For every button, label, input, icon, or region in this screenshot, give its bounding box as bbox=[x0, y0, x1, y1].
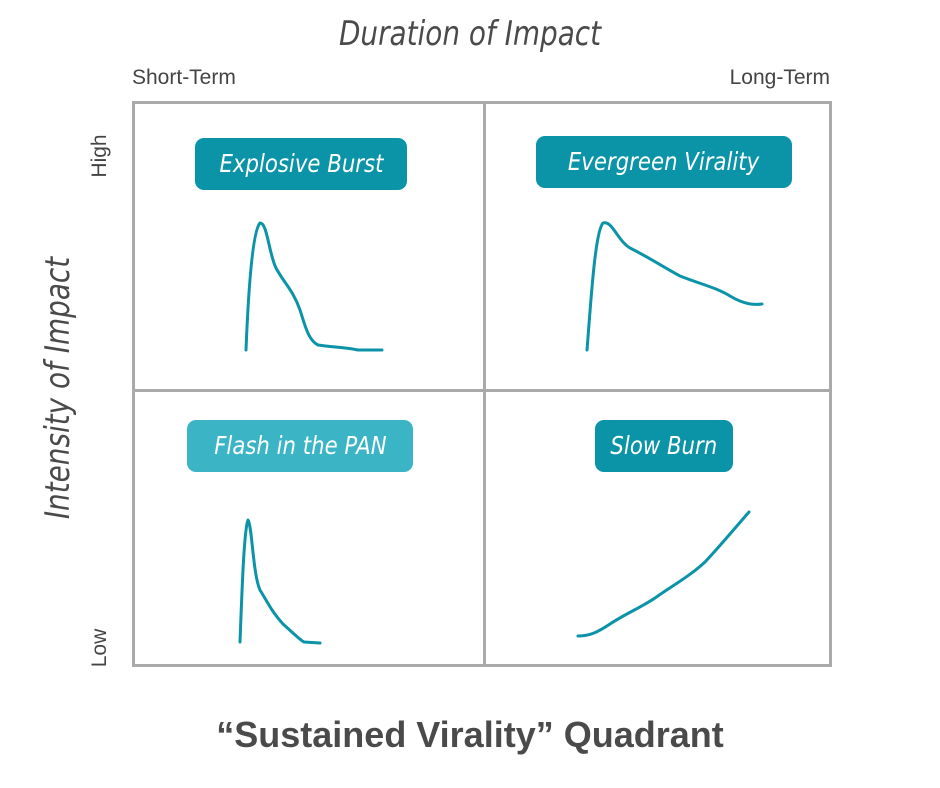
short-term-label: Short-Term bbox=[132, 66, 236, 89]
flash-in-the-pan-label: Flash in the PAN bbox=[213, 431, 387, 460]
flash-in-the-pan-curve bbox=[238, 518, 322, 645]
explosive-burst-badge: Explosive Burst bbox=[195, 138, 407, 190]
slow-burn-badge: Slow Burn bbox=[595, 420, 733, 472]
evergreen-virality-label: Evergreen Virality bbox=[568, 147, 760, 176]
quadrant-grid bbox=[132, 101, 832, 667]
long-term-label: Long-Term bbox=[729, 66, 830, 89]
explosive-burst-curve bbox=[244, 221, 384, 352]
slow-burn-label: Slow Burn bbox=[610, 431, 718, 460]
explosive-burst-label: Explosive Burst bbox=[219, 149, 383, 178]
evergreen-virality-badge: Evergreen Virality bbox=[536, 136, 792, 188]
flash-in-the-pan-badge: Flash in the PAN bbox=[187, 420, 413, 472]
slow-burn-curve bbox=[576, 510, 751, 638]
evergreen-virality-curve bbox=[585, 221, 764, 352]
diagram-title: “Sustained Virality” Quadrant bbox=[216, 714, 724, 755]
duration-axis-title: Duration of Impact bbox=[338, 14, 602, 54]
horizontal-divider bbox=[135, 389, 829, 392]
vertical-divider bbox=[483, 104, 486, 664]
